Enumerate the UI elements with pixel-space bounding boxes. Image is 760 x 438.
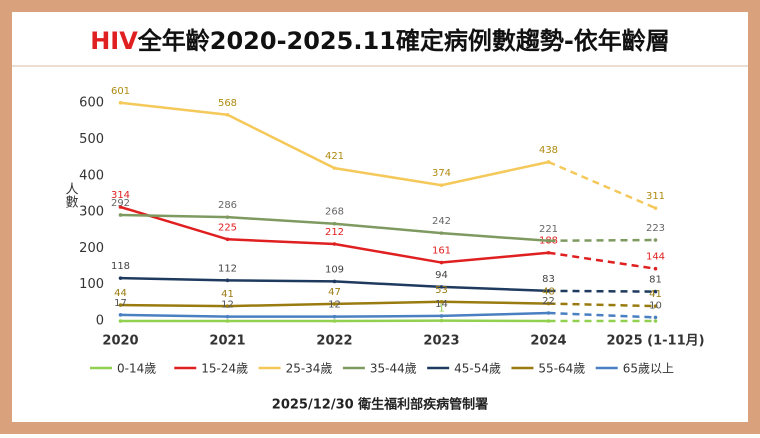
point [226, 315, 230, 319]
x-tick-label: 2024 [530, 334, 566, 349]
data-label: 311 [646, 191, 665, 202]
point [440, 183, 444, 187]
point [119, 276, 123, 280]
point [333, 242, 337, 246]
data-label: 268 [325, 207, 344, 218]
point [226, 238, 230, 242]
point [333, 222, 337, 226]
point [547, 311, 551, 315]
legend-label: 65歲以上 [623, 362, 674, 376]
data-label: 601 [111, 86, 130, 97]
data-label: 12 [221, 300, 234, 311]
data-label: 242 [432, 216, 451, 227]
data-label: 161 [432, 246, 451, 257]
x-tick-label: 2023 [423, 334, 459, 349]
x-tick-label: 2021 [209, 334, 245, 349]
data-label: 81 [649, 275, 662, 286]
data-label: 374 [432, 168, 451, 179]
point [654, 206, 658, 210]
point [226, 319, 230, 323]
data-label: 94 [435, 270, 448, 281]
point [440, 261, 444, 265]
y-tick-label: 600 [79, 96, 104, 111]
point [547, 251, 551, 255]
panel [12, 12, 748, 422]
point [547, 319, 551, 323]
point [119, 313, 123, 317]
point [440, 231, 444, 235]
data-label: 12 [328, 300, 341, 311]
point [654, 316, 658, 320]
legend-label: 55-64歲 [538, 362, 585, 376]
legend-label: 25-34歲 [286, 362, 333, 376]
point [547, 160, 551, 164]
y-tick-label: 100 [79, 277, 104, 292]
data-label: 118 [111, 261, 130, 272]
legend-label: 45-54歲 [454, 362, 501, 376]
data-label: 47 [328, 287, 341, 298]
data-label: 223 [646, 223, 665, 234]
data-label: 212 [325, 227, 344, 238]
point [333, 315, 337, 319]
data-label: 286 [218, 200, 237, 211]
point [654, 238, 658, 242]
point [119, 101, 123, 105]
point [333, 166, 337, 170]
data-label: 568 [218, 98, 237, 109]
point [119, 213, 123, 217]
point [333, 280, 337, 284]
point [226, 279, 230, 283]
data-label: 109 [325, 264, 344, 275]
legend-label: 0-14歲 [117, 362, 156, 376]
y-axis-label: 人數 [63, 182, 79, 209]
data-label: 17 [114, 298, 127, 309]
data-label: 144 [646, 252, 665, 263]
data-label: 421 [325, 151, 344, 162]
point [226, 113, 230, 117]
line-dashed [549, 240, 656, 241]
chart-title: HIV全年齡2020-2025.11確定病例數趨勢-依年齡層 [90, 27, 670, 55]
data-label: 41 [649, 289, 662, 300]
data-label: 14 [435, 299, 448, 310]
data-label: 53 [435, 285, 448, 296]
y-tick-label: 0 [96, 314, 104, 329]
data-label: 292 [111, 198, 130, 209]
point [119, 319, 123, 323]
source: 2025/12/30 衛生福利部疾病管制署 [272, 397, 488, 413]
point [654, 319, 658, 323]
data-label: 22 [542, 296, 555, 307]
data-label: 10 [649, 300, 662, 311]
y-tick-label: 500 [79, 132, 104, 147]
x-tick-label: 2025 (1-11月) [606, 334, 704, 349]
x-tick-label: 2020 [102, 334, 138, 349]
point [440, 319, 444, 323]
data-label: 112 [218, 263, 237, 274]
y-tick-label: 200 [79, 241, 104, 256]
data-label: 225 [218, 222, 237, 233]
y-tick-label: 300 [79, 205, 104, 220]
y-tick-label: 400 [79, 168, 104, 183]
point [547, 239, 551, 243]
data-label: 41 [221, 289, 234, 300]
data-label: 221 [539, 224, 558, 235]
point [226, 215, 230, 219]
point [333, 319, 337, 323]
line-dashed [549, 291, 656, 292]
x-tick-label: 2022 [316, 334, 352, 349]
data-label: 83 [542, 274, 555, 285]
legend-label: 15-24歲 [201, 362, 248, 376]
data-label: 438 [539, 145, 558, 156]
point [440, 314, 444, 318]
point [654, 267, 658, 271]
legend-label: 35-44歲 [370, 362, 417, 376]
